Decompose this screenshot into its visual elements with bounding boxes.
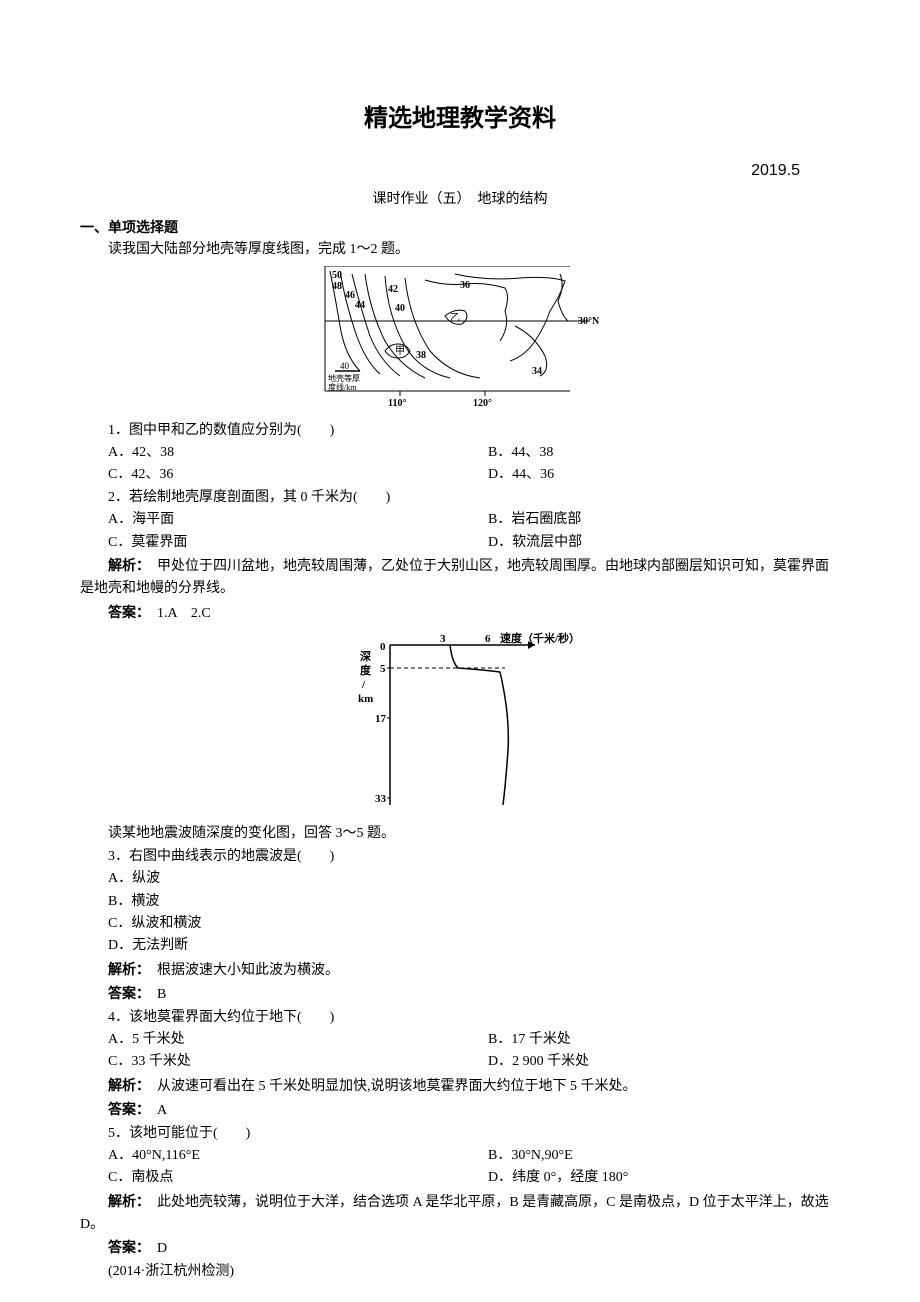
ans12-text: 1.A 2.C: [143, 606, 211, 621]
ans4-label: 答案：: [108, 1101, 143, 1117]
intro-text: 读我国大陆部分地壳等厚度线图，完成 1～2 题。: [80, 239, 840, 261]
svg-text:50: 50: [332, 270, 342, 281]
q4-opt-b: B．17 千米处: [460, 1029, 840, 1051]
q1-opt-b: B．44、38: [460, 442, 840, 464]
svg-text:地壳等厚: 地壳等厚: [328, 373, 360, 383]
q2-opt-a: A．海平面: [80, 509, 460, 531]
q5-opt-c: C．南极点: [80, 1167, 460, 1189]
q2-opt-b: B．岩石圈底部: [460, 509, 840, 531]
q2-opt-c: C．莫霍界面: [80, 532, 460, 554]
svg-text:3: 3: [440, 633, 446, 645]
page-date: 2019.5: [80, 158, 840, 184]
q5-opt-d: D．纬度 0°，经度 180°: [460, 1167, 840, 1189]
exp3-label: 解析：: [108, 961, 143, 977]
exp4-text: 从波速可看出在 5 千米处明显加快,说明该地莫霍界面大约位于地下 5 千米处。: [143, 1079, 637, 1094]
exp3-text: 根据波速大小知此波为横波。: [143, 963, 339, 978]
q3-opt-b: B．横波: [80, 891, 840, 913]
q2-stem: 2．若绘制地壳厚度剖面图，其 0 千米为( ): [80, 487, 840, 509]
q1-opt-c: C．42、36: [80, 464, 460, 486]
figure-seismic-wave: 3 6 速度（千米/秒） 深 度 / km 0 5 17 33: [80, 630, 840, 818]
q3-opt-a: A．纵波: [80, 868, 840, 890]
svg-text:36: 36: [460, 280, 470, 291]
exp4: 解析： 从波速可看出在 5 千米处明显加快,说明该地莫霍界面大约位于地下 5 千…: [80, 1074, 840, 1098]
q5-opt-b: B．30°N,90°E: [460, 1145, 840, 1167]
q5-opt-a: A．40°N,116°E: [80, 1145, 460, 1167]
ans5: 答案： D: [80, 1236, 840, 1260]
svg-text:33: 33: [375, 793, 387, 805]
svg-text:度: 度: [360, 663, 372, 677]
svg-text:6: 6: [485, 633, 491, 645]
svg-text:0: 0: [380, 641, 386, 653]
ans3-label: 答案：: [108, 985, 143, 1001]
q4-opt-a: A．5 千米处: [80, 1029, 460, 1051]
q4-stem: 4．该地莫霍界面大约位于地下( ): [80, 1007, 840, 1029]
q3-intro: 读某地地震波随深度的变化图，回答 3～5 题。: [80, 823, 840, 845]
q1-stem: 1．图中甲和乙的数值应分别为( ): [80, 420, 840, 442]
svg-text:甲: 甲: [395, 346, 405, 357]
svg-text:40: 40: [340, 361, 350, 371]
svg-text:48: 48: [332, 281, 342, 292]
svg-text:38: 38: [416, 350, 426, 361]
page-subtitle: 课时作业（五） 地球的结构: [80, 189, 840, 211]
svg-text:30°N: 30°N: [578, 316, 600, 327]
figure-contour-map: 50 48 46 44 42 40 38 36 34 甲 乙 40 地壳等厚 度…: [80, 266, 840, 414]
exp5-label: 解析：: [108, 1193, 143, 1209]
svg-text:乙: 乙: [450, 312, 460, 324]
exp5-text: 此处地壳较薄，说明位于大洋，结合选项 A 是华北平原，B 是青藏高原，C 是南极…: [80, 1195, 829, 1232]
svg-text:42: 42: [388, 284, 398, 295]
svg-text:速度（千米/秒）: 速度（千米/秒）: [500, 631, 580, 645]
ans5-text: D: [143, 1241, 167, 1256]
q2-opt-d: D．软流层中部: [460, 532, 840, 554]
q3-opt-c: C．纵波和横波: [80, 913, 840, 935]
section-header: 一、单项选择题: [80, 216, 840, 238]
q1-opt-d: D．44、36: [460, 464, 840, 486]
svg-text:44: 44: [355, 300, 365, 311]
ans3: 答案： B: [80, 982, 840, 1006]
svg-text:120°: 120°: [473, 398, 492, 406]
ans5-label: 答案：: [108, 1239, 143, 1255]
ans12: 答案： 1.A 2.C: [80, 601, 840, 625]
q4-opt-c: C．33 千米处: [80, 1051, 460, 1073]
exp12: 解析： 甲处位于四川盆地，地壳较周围薄，乙处位于大别山区，地壳较周围厚。由地球内…: [80, 554, 840, 601]
q3-stem: 3．右图中曲线表示的地震波是( ): [80, 846, 840, 868]
svg-text:46: 46: [345, 290, 355, 301]
svg-text:17: 17: [375, 713, 387, 725]
ans4-text: A: [143, 1103, 167, 1118]
ans3-text: B: [143, 987, 166, 1002]
svg-text:5: 5: [380, 663, 386, 675]
svg-text:110°: 110°: [388, 398, 406, 406]
q3-opt-d: D．无法判断: [80, 935, 840, 957]
ans4: 答案： A: [80, 1098, 840, 1122]
exp4-label: 解析：: [108, 1077, 143, 1093]
q1-opt-a: A．42、38: [80, 442, 460, 464]
exp12-text: 甲处位于四川盆地，地壳较周围薄，乙处位于大别山区，地壳较周围厚。由地球内部圈层知…: [80, 559, 829, 596]
footer-source: (2014·浙江杭州检测): [80, 1261, 840, 1283]
exp5: 解析： 此处地壳较薄，说明位于大洋，结合选项 A 是华北平原，B 是青藏高原，C…: [80, 1190, 840, 1237]
ans12-label: 答案：: [108, 604, 143, 620]
svg-text:40: 40: [395, 303, 405, 314]
page-title: 精选地理教学资料: [80, 100, 840, 138]
svg-text:深: 深: [360, 649, 371, 663]
svg-text:km: km: [358, 693, 373, 705]
exp12-label: 解析：: [108, 557, 143, 573]
q4-opt-d: D．2 900 千米处: [460, 1051, 840, 1073]
q5-stem: 5．该地可能位于( ): [80, 1123, 840, 1145]
svg-text:34: 34: [532, 366, 542, 377]
exp3: 解析： 根据波速大小知此波为横波。: [80, 958, 840, 982]
